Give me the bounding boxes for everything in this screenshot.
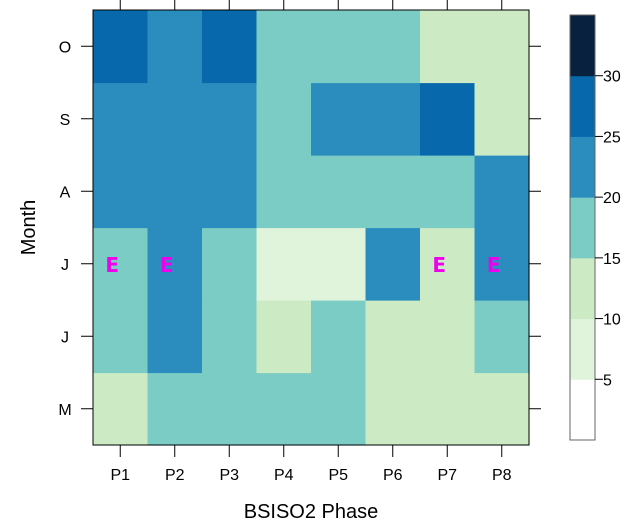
heatmap-cell [311,10,367,84]
heatmap-cell [202,155,258,229]
x-tick-label: P3 [219,467,239,484]
heatmap-cell [365,10,421,84]
heatmap-cell [474,300,530,374]
heatmap-cell [474,372,530,446]
heatmap-cell [365,227,421,301]
heatmap-cell [147,10,203,84]
heatmap-cell [256,155,312,229]
heatmap-cell [311,300,367,374]
x-tick-label: P2 [165,467,185,484]
heatmap-cell [474,155,530,229]
heatmap-cell [311,82,367,156]
heatmap-cell [420,82,476,156]
colorbar-segment [570,136,595,198]
y-tick-label: A [60,184,71,201]
heatmap-cell [147,372,203,446]
heatmap-cell [365,300,421,374]
colorbar-tick-label: 5 [603,372,612,389]
annotation-label: E [160,253,174,277]
heatmap-cell [474,227,530,301]
colorbar-segment [570,197,595,259]
colorbar-tick-label: 10 [603,312,621,329]
heatmap-cell [256,227,312,301]
heatmap-cell [420,372,476,446]
heatmap-cell [147,155,203,229]
y-tick-label: J [61,257,69,274]
heatmap-cell [311,155,367,229]
x-axis-tick-labels: P1 P2 P3 P4 P5 P6 P7 P8 [110,467,511,484]
y-axis-title: Month [18,200,40,256]
heatmap-cell [147,300,203,374]
colorbar-tick-label: 20 [603,190,621,207]
heatmap-cell [256,372,312,446]
y-tick-label: J [61,329,69,346]
colorbar-segment [570,15,595,77]
x-tick-label: P4 [274,467,294,484]
annotation-label: E [487,253,501,277]
colorbar-segment [570,257,595,320]
heatmap-cell [93,155,149,229]
annotation-label: E [432,253,446,277]
heatmap-cell [311,227,367,301]
colorbar-segment [570,318,595,380]
heatmap-cell [147,82,203,156]
heatmap-cell [202,227,258,301]
annotation-label: E [105,253,119,277]
heatmap-cell [420,300,476,374]
y-tick-label: S [60,112,71,129]
x-tick-label: P5 [328,467,348,484]
heatmap-cell [365,372,421,446]
x-tick-label: P6 [383,467,403,484]
heatmap-cell [365,155,421,229]
colorbar-frame [569,14,596,441]
x-tick-label: P1 [110,467,130,484]
heatmap-cell [311,372,367,446]
colorbar-segment [570,75,595,137]
heatmap-cell [420,227,476,301]
heatmap-cell [256,10,312,84]
heatmap-cell [256,82,312,156]
heatmap-cell [202,82,258,156]
plot-frame [92,9,530,446]
colorbar-tick-label: 25 [603,129,621,146]
x-tick-label: P8 [492,467,512,484]
colorbar-tick-label: 15 [603,251,621,268]
heatmap-cell [420,10,476,84]
heatmap-cell [202,372,258,446]
heatmap-cell [474,82,530,156]
colorbar-segment [570,379,595,441]
heatmap-cell [93,300,149,374]
heatmap-cells [93,10,530,446]
heatmap-cell [474,10,530,84]
heatmap-cell [93,227,149,301]
heatmap-cell [202,10,258,84]
colorbar-tick-label: 30 [603,69,621,86]
heatmap-cell [365,82,421,156]
heatmap-cell [93,82,149,156]
axis-ticks [81,0,541,457]
heatmap-cell [420,155,476,229]
heatmap-cell [93,372,149,446]
heatmap-cell [93,10,149,84]
colorbar: 5 10 15 20 25 30 [569,14,621,441]
y-axis-tick-labels: M J J A S O [58,39,71,419]
heatmap-cell [147,227,203,301]
x-axis-title: BSISO2 Phase [244,501,379,523]
y-tick-label: M [58,402,71,419]
y-tick-label: O [59,39,71,56]
heatmap-cell [202,300,258,374]
x-tick-label: P7 [437,467,457,484]
heatmap-cell [256,300,312,374]
